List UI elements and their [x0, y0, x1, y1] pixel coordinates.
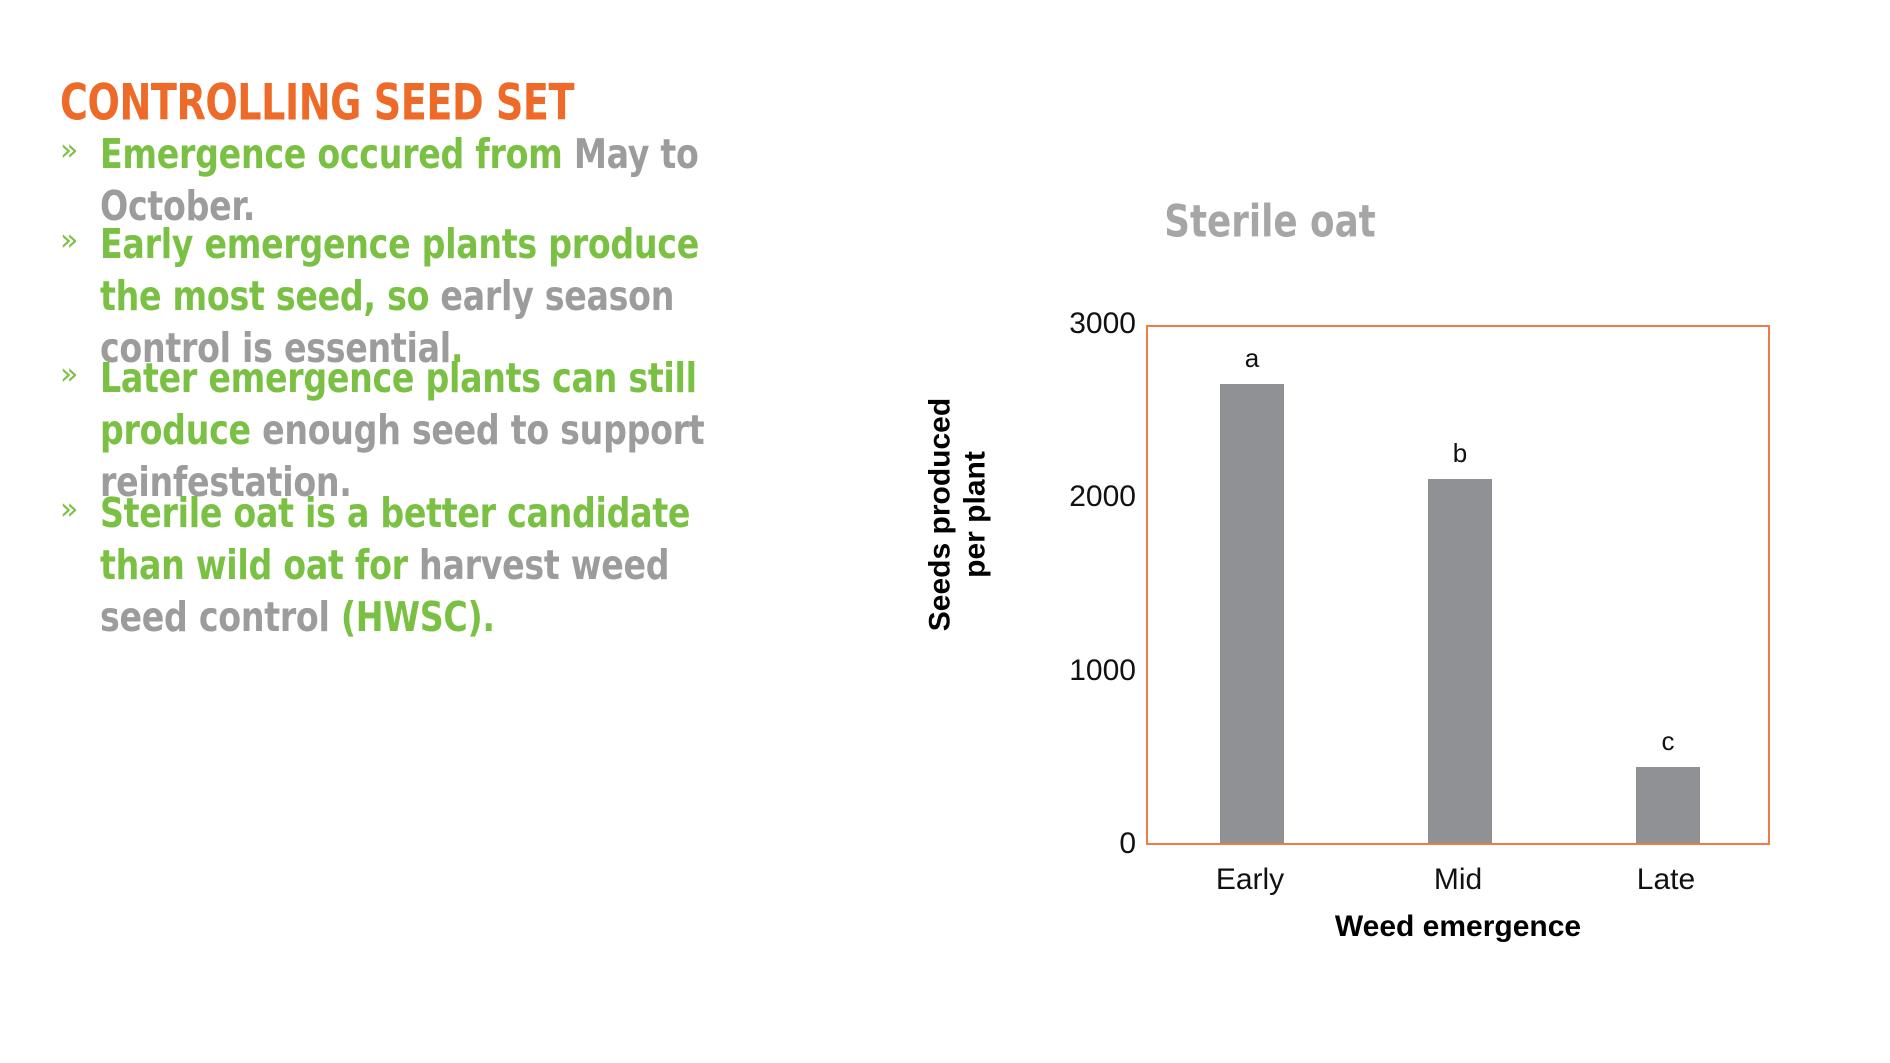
slide-text-panel: CONTROLLING SEED SET » Emergence occured…: [60, 73, 760, 641]
y-tick-label: 2000: [1069, 480, 1136, 514]
bullet-marker-icon: »: [60, 491, 79, 527]
bar-mid: [1428, 479, 1492, 843]
y-axis-label: Seeds produced per plant: [924, 365, 993, 665]
x-tick-label-late: Late: [1636, 863, 1696, 896]
y-tick-label: 0: [1119, 827, 1136, 860]
bar-early: [1220, 383, 1284, 843]
bullet-segment: Later emergence plants can still produce: [100, 355, 697, 456]
x-tick-label-mid: Mid: [1433, 863, 1483, 896]
bullet-segment: Sterile oat is a better candidate than w…: [100, 490, 691, 590]
bar-value-label: c: [1661, 725, 1675, 756]
bullet-marker-icon: »: [60, 133, 79, 168]
bullet-text: Early emergence plants produce the most …: [100, 219, 727, 375]
list-item: » Emergence occured from May to October.: [60, 129, 760, 230]
bar-value-label: b: [1452, 438, 1468, 468]
y-axis-label-line2: per plant: [958, 451, 991, 578]
bullet-segment: harvest weed seed control: [100, 542, 670, 642]
chart-title: Sterile oat: [1164, 195, 1376, 247]
list-item: » Early emergence plants produce the mos…: [60, 219, 760, 373]
plot-area: a b c: [1146, 325, 1770, 845]
y-tick-label: 1000: [1069, 653, 1136, 687]
x-axis-label: Weed emergence: [1334, 910, 1582, 943]
y-tick-label: 3000: [1069, 307, 1136, 340]
bar-chart: Sterile oat Seeds produced per plant 300…: [860, 180, 1860, 1010]
list-item: » Later emergence plants can still produ…: [60, 353, 760, 507]
bullet-segment: (HWSC).: [340, 594, 495, 642]
bar-late: [1636, 766, 1700, 843]
bullet-segment: early season control is essential: [100, 273, 675, 373]
bullet-marker-icon: »: [60, 357, 79, 393]
bullet-text: Sterile oat is a better candidate than w…: [100, 488, 727, 644]
bullet-segment: May to October.: [100, 131, 699, 231]
y-axis-ticks: 3000 2000 1000 0: [1006, 180, 1136, 1010]
bullet-segment: enough seed to support reinfestation.: [100, 407, 705, 508]
list-item: » Sterile oat is a better candidate than…: [60, 488, 760, 641]
page-title: CONTROLLING SEED SET: [60, 73, 575, 132]
bullet-marker-icon: »: [60, 223, 79, 259]
bullet-segment: .: [450, 325, 464, 373]
y-axis-label-line1: Seeds produced: [923, 397, 957, 632]
bullet-text: Later emergence plants can still produce…: [100, 353, 727, 509]
bullet-segment: Emergence occured from: [100, 131, 574, 179]
bullet-text: Emergence occured from May to October.: [100, 129, 727, 233]
bar-value-label: a: [1244, 342, 1260, 373]
x-tick-label-early: Early: [1215, 863, 1285, 896]
bullet-segment: Early emergence plants produce the most …: [100, 221, 700, 321]
